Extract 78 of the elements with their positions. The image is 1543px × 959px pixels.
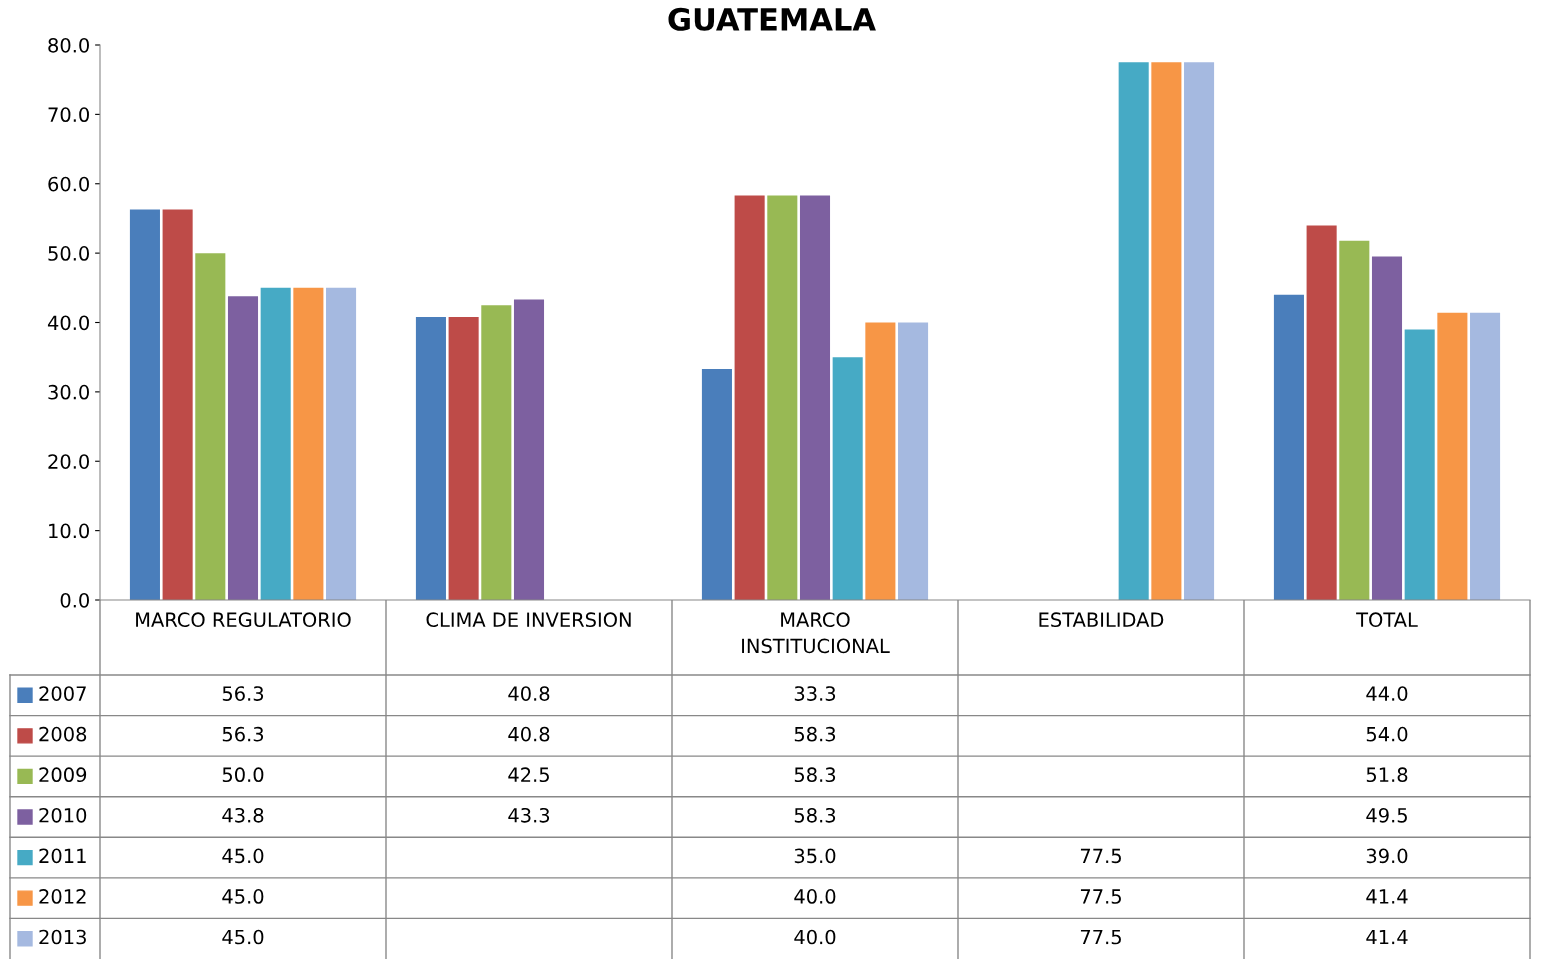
- y-tick-label: 0.0: [60, 592, 89, 608]
- y-tick-label: 30.0: [48, 384, 89, 400]
- x-tick-label: MARCO REGULATORIO: [136, 612, 351, 628]
- data-label: 40.0: [794, 889, 836, 904]
- y-tick-label: 10.0: [49, 523, 89, 539]
- bar: [481, 305, 512, 600]
- x-tick-label: TOTAL: [1356, 612, 1418, 628]
- bar: [293, 287, 324, 600]
- data-label: 50.0: [222, 767, 264, 783]
- data-label: 45.0: [222, 848, 264, 864]
- legend-label: 2009: [39, 767, 87, 783]
- bar: [1151, 62, 1182, 600]
- data-label: 54.0: [1366, 726, 1408, 742]
- legend-label: 2013: [39, 929, 86, 945]
- y-tick-label: 50.0: [48, 246, 89, 261]
- bar: [260, 287, 291, 600]
- bar: [832, 357, 863, 600]
- bar: [865, 322, 896, 600]
- data-label: 33.3: [794, 686, 836, 701]
- bar: [129, 209, 160, 600]
- data-label: 43.8: [222, 807, 264, 823]
- data-label: 58.3: [794, 726, 836, 742]
- data-label: 77.5: [1080, 889, 1121, 904]
- bar: [1339, 240, 1370, 600]
- y-tick-label: 60.0: [48, 176, 89, 192]
- data-label: 39.0: [1366, 848, 1408, 864]
- data-label: 45.0: [222, 889, 264, 904]
- bar: [1184, 62, 1215, 600]
- bar: [162, 209, 193, 600]
- x-tick-label: ESTABILIDAD: [1039, 612, 1164, 628]
- data-label: 40.0: [794, 929, 836, 945]
- legend-label: 2011: [39, 848, 86, 864]
- y-tick-label: 80.0: [48, 37, 89, 53]
- data-label: 44.0: [1366, 686, 1408, 701]
- legend-label: 2008: [39, 726, 87, 742]
- bar: [1306, 225, 1337, 600]
- bar: [701, 368, 732, 600]
- bar: [415, 316, 446, 600]
- data-label: 45.0: [222, 929, 264, 945]
- legend-label: 2012: [39, 889, 86, 904]
- data-label: 51.8: [1366, 767, 1408, 783]
- data-label: 40.8: [508, 686, 550, 701]
- x-tick-label: CLIMA DE INVERSION: [426, 612, 631, 628]
- data-label: 77.5: [1080, 929, 1121, 945]
- legend-label: 2007: [39, 686, 86, 701]
- data-label: 77.5: [1080, 848, 1121, 864]
- data-label: 58.3: [794, 767, 836, 783]
- bar: [1273, 294, 1304, 600]
- bar: [1404, 329, 1435, 600]
- data-label: 40.8: [508, 726, 550, 742]
- bar: [1437, 312, 1468, 600]
- data-label: 42.5: [508, 767, 549, 783]
- bar: [734, 195, 765, 600]
- bar: [326, 287, 357, 600]
- y-tick-label: 20.0: [48, 454, 89, 469]
- bar: [1371, 256, 1403, 600]
- data-label: 35.0: [794, 848, 836, 864]
- bar: [1118, 62, 1149, 600]
- x-tick-label: MARCO INSTITUCIONAL: [742, 612, 890, 654]
- data-label: 41.4: [1366, 889, 1408, 904]
- bar: [195, 253, 226, 600]
- y-tick-label: 70.0: [48, 107, 89, 123]
- data-label: 58.3: [794, 807, 836, 823]
- data-label: 41.4: [1366, 929, 1408, 945]
- data-label: 56.3: [222, 686, 264, 701]
- bar: [898, 322, 929, 600]
- bar: [227, 296, 259, 600]
- data-label: 43.3: [508, 807, 550, 823]
- data-label: 49.5: [1366, 807, 1407, 823]
- bar: [1470, 312, 1501, 600]
- legend-label: 2010: [39, 807, 87, 823]
- bar: [448, 316, 479, 600]
- chart-title: GUATEMALA: [668, 7, 876, 31]
- y-tick-label: 40.0: [47, 315, 89, 331]
- bar: [513, 299, 545, 600]
- data-label: 56.3: [222, 726, 264, 742]
- bar: [799, 195, 831, 600]
- bar: [767, 195, 798, 600]
